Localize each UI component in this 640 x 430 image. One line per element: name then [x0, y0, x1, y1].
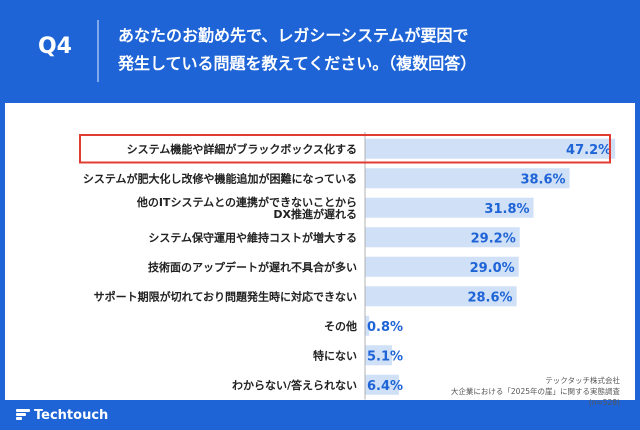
highlight-box — [79, 134, 611, 164]
question-line-2: 発生している問題を教えてください。（複数回答） — [118, 54, 477, 73]
category-label-0: システム機能や詳細がブラックボックス化する — [127, 142, 357, 156]
value-label-5: 28.6% — [467, 290, 512, 305]
bar-0 — [365, 138, 616, 159]
value-label-6: 0.8% — [367, 320, 403, 335]
source-company: テックタッチ株式会社 — [545, 376, 620, 385]
bar-6 — [365, 315, 370, 336]
category-label-7: 特にない — [313, 348, 357, 362]
category-label-8: わからない/答えられない — [232, 378, 357, 392]
value-label-0: 47.2% — [566, 143, 611, 158]
source-sample-size: (n=528) — [588, 398, 620, 407]
category-label-1: システムが肥大化し改修や機能追加が困難になっている — [83, 171, 357, 185]
category-label-2-line-1: DX推進が遅れる — [273, 207, 357, 221]
value-label-1: 38.6% — [520, 172, 565, 187]
bar-3 — [365, 227, 520, 248]
logo-text: Techtouch — [34, 407, 109, 423]
category-label-4: 技術面のアップデートが遅れ不具合が多い — [148, 260, 357, 274]
logo-mark-icon — [16, 409, 30, 421]
question-text: あなたのお勤め先で、レガシーシステムが要因で 発生している問題を教えてください。… — [118, 22, 618, 78]
category-label-5: サポート期限が切れており問題発生時に対応できない — [94, 289, 357, 303]
question-line-1: あなたのお勤め先で、レガシーシステムが要因で — [118, 26, 469, 45]
category-label-2-line-0: 他のITシステムとの連携ができないことから — [136, 195, 357, 209]
bar-8 — [365, 374, 399, 395]
question-header: Q4 あなたのお勤め先で、レガシーシステムが要因で 発生している問題を教えてくだ… — [0, 0, 640, 100]
footer: Techtouch — [0, 400, 640, 430]
value-label-8: 6.4% — [367, 379, 403, 394]
value-label-3: 29.2% — [471, 231, 516, 246]
bar-4 — [365, 256, 519, 277]
category-label-3: システム保守運用や維持コストが増大する — [148, 230, 357, 244]
bar-2 — [365, 197, 534, 218]
techtouch-logo: Techtouch — [16, 407, 108, 423]
source-survey: 大企業における「2025年の崖」に関する実態調査 — [450, 387, 620, 396]
bar-5 — [365, 286, 517, 307]
bar-7 — [365, 345, 393, 366]
bar-1 — [365, 168, 570, 189]
bar-chart: 47.2% システム機能や詳細がブラックボックス化する 38.6% システムが肥大化し… — [79, 132, 616, 400]
header-divider — [97, 20, 99, 82]
value-label-4: 29.0% — [470, 261, 515, 276]
value-label-2: 31.8% — [484, 202, 529, 217]
source-note: テックタッチ株式会社 大企業における「2025年の崖」に関する実態調査 (n=5… — [451, 375, 620, 408]
category-label-6: その他 — [324, 319, 357, 333]
question-number: Q4 — [37, 34, 72, 59]
value-label-7: 5.1% — [367, 349, 403, 364]
